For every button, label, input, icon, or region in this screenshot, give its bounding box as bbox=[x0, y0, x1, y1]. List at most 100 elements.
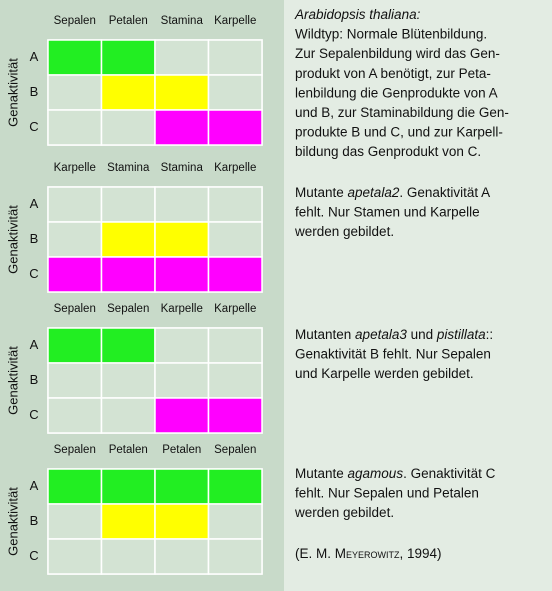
row-label: B bbox=[30, 84, 39, 99]
column-label: Stamina bbox=[161, 15, 204, 27]
description-line: fehlt. Nur Sepalen und Petalen bbox=[295, 485, 479, 500]
cell bbox=[47, 221, 103, 258]
row-label: B bbox=[30, 231, 39, 246]
cell bbox=[207, 503, 263, 540]
text-segment: Mutanten bbox=[295, 327, 355, 342]
text-segment: Genaktivität B fehlt. Nur Sepalen bbox=[295, 346, 491, 361]
row-label: A bbox=[30, 49, 39, 64]
cell bbox=[100, 186, 156, 223]
description-line: Wildtyp: Normale Blütenbildung. bbox=[295, 26, 487, 41]
text-segment: , 1994) bbox=[400, 546, 442, 561]
text-segment: fehlt. Nur Stamen und Karpelle bbox=[295, 204, 480, 219]
description-line: Mutante agamous. Genaktivität C bbox=[295, 466, 496, 481]
cell bbox=[100, 256, 156, 293]
cell bbox=[207, 186, 263, 223]
cell bbox=[207, 362, 263, 399]
text-segment: Zur Sepalenbildung wird das Gen- bbox=[295, 46, 500, 61]
description-line: produkt von A benötigt, zur Peta- bbox=[295, 65, 491, 80]
cell bbox=[207, 327, 263, 364]
cell bbox=[47, 74, 103, 111]
text-segment: Mutante bbox=[295, 185, 348, 200]
cell bbox=[154, 221, 210, 258]
cell bbox=[100, 74, 156, 111]
cell bbox=[154, 397, 210, 434]
description-line: Mutanten apetala3 und pistillata:: bbox=[295, 327, 493, 342]
column-label: Sepalen bbox=[54, 15, 96, 27]
row-label: C bbox=[29, 407, 38, 422]
cell bbox=[47, 39, 103, 76]
text-segment: produkt von A benötigt, zur Peta- bbox=[295, 65, 491, 80]
column-label: Petalen bbox=[162, 444, 201, 456]
description-line: produkte B und C, und zur Karpell- bbox=[295, 124, 503, 139]
text-segment: agamous bbox=[348, 466, 404, 481]
cell bbox=[154, 109, 210, 146]
cell bbox=[154, 503, 210, 540]
cell bbox=[100, 397, 156, 434]
description-line: bildung das Genprodukt von C. bbox=[295, 144, 481, 159]
y-axis-label: Genaktivität bbox=[5, 205, 20, 274]
cell bbox=[207, 39, 263, 76]
text-segment: und B, zur Staminabildung die Gen- bbox=[295, 105, 509, 120]
cell bbox=[100, 538, 156, 575]
row-label: C bbox=[29, 119, 38, 134]
column-label: Karpelle bbox=[214, 162, 256, 174]
cell bbox=[47, 186, 103, 223]
cell bbox=[47, 256, 103, 293]
cell bbox=[154, 256, 210, 293]
column-label: Karpelle bbox=[214, 15, 256, 27]
text-segment: werden gebildet. bbox=[294, 224, 394, 239]
text-segment: :: bbox=[486, 327, 494, 342]
cell bbox=[100, 362, 156, 399]
citation: (E. M. Meyerowitz, 1994) bbox=[295, 546, 442, 561]
row-label: B bbox=[30, 513, 39, 528]
description-line: Genaktivität B fehlt. Nur Sepalen bbox=[295, 346, 491, 361]
text-segment: Arabidopsis thaliana: bbox=[294, 7, 421, 22]
cell bbox=[100, 468, 156, 505]
cell bbox=[47, 397, 103, 434]
row-label: A bbox=[30, 478, 39, 493]
column-label: Sepalen bbox=[214, 444, 256, 456]
cell bbox=[154, 362, 210, 399]
y-axis-label: Genaktivität bbox=[5, 346, 20, 415]
cell bbox=[154, 538, 210, 575]
description-line: und B, zur Staminabildung die Gen- bbox=[295, 105, 509, 120]
cell bbox=[207, 468, 263, 505]
text-segment: . Genaktivität C bbox=[403, 466, 496, 481]
text-segment: (E. M. bbox=[295, 546, 335, 561]
cell bbox=[207, 221, 263, 258]
row-label: A bbox=[30, 337, 39, 352]
y-axis-label: Genaktivität bbox=[5, 487, 20, 556]
cell bbox=[154, 327, 210, 364]
cell bbox=[100, 39, 156, 76]
description-line: und Karpelle werden gebildet. bbox=[295, 366, 474, 381]
text-segment: apetala2 bbox=[348, 185, 400, 200]
description-line: werden gebildet. bbox=[294, 224, 394, 239]
text-segment: bildung das Genprodukt von C. bbox=[295, 144, 481, 159]
cell bbox=[100, 503, 156, 540]
cell bbox=[154, 74, 210, 111]
text-segment: Wildtyp: Normale Blütenbildung. bbox=[295, 26, 487, 41]
column-label: Sepalen bbox=[54, 444, 96, 456]
cell bbox=[47, 109, 103, 146]
text-segment: werden gebildet. bbox=[294, 505, 394, 520]
cell bbox=[47, 327, 103, 364]
cell bbox=[207, 109, 263, 146]
text-segment: fehlt. Nur Sepalen und Petalen bbox=[295, 485, 479, 500]
row-label: C bbox=[29, 266, 38, 281]
text-segment: pistillata bbox=[436, 327, 486, 342]
description-line: Zur Sepalenbildung wird das Gen- bbox=[295, 46, 500, 61]
cell bbox=[207, 256, 263, 293]
y-axis-label: Genaktivität bbox=[5, 58, 20, 127]
text-segment: apetala3 bbox=[355, 327, 407, 342]
column-label: Stamina bbox=[107, 162, 150, 174]
column-label: Karpelle bbox=[54, 162, 96, 174]
column-label: Karpelle bbox=[214, 303, 256, 315]
row-label: C bbox=[29, 548, 38, 563]
cell bbox=[154, 468, 210, 505]
column-label: Karpelle bbox=[161, 303, 203, 315]
row-label: A bbox=[30, 196, 39, 211]
cell bbox=[100, 109, 156, 146]
cell bbox=[207, 397, 263, 434]
cell bbox=[154, 186, 210, 223]
cell bbox=[47, 538, 103, 575]
